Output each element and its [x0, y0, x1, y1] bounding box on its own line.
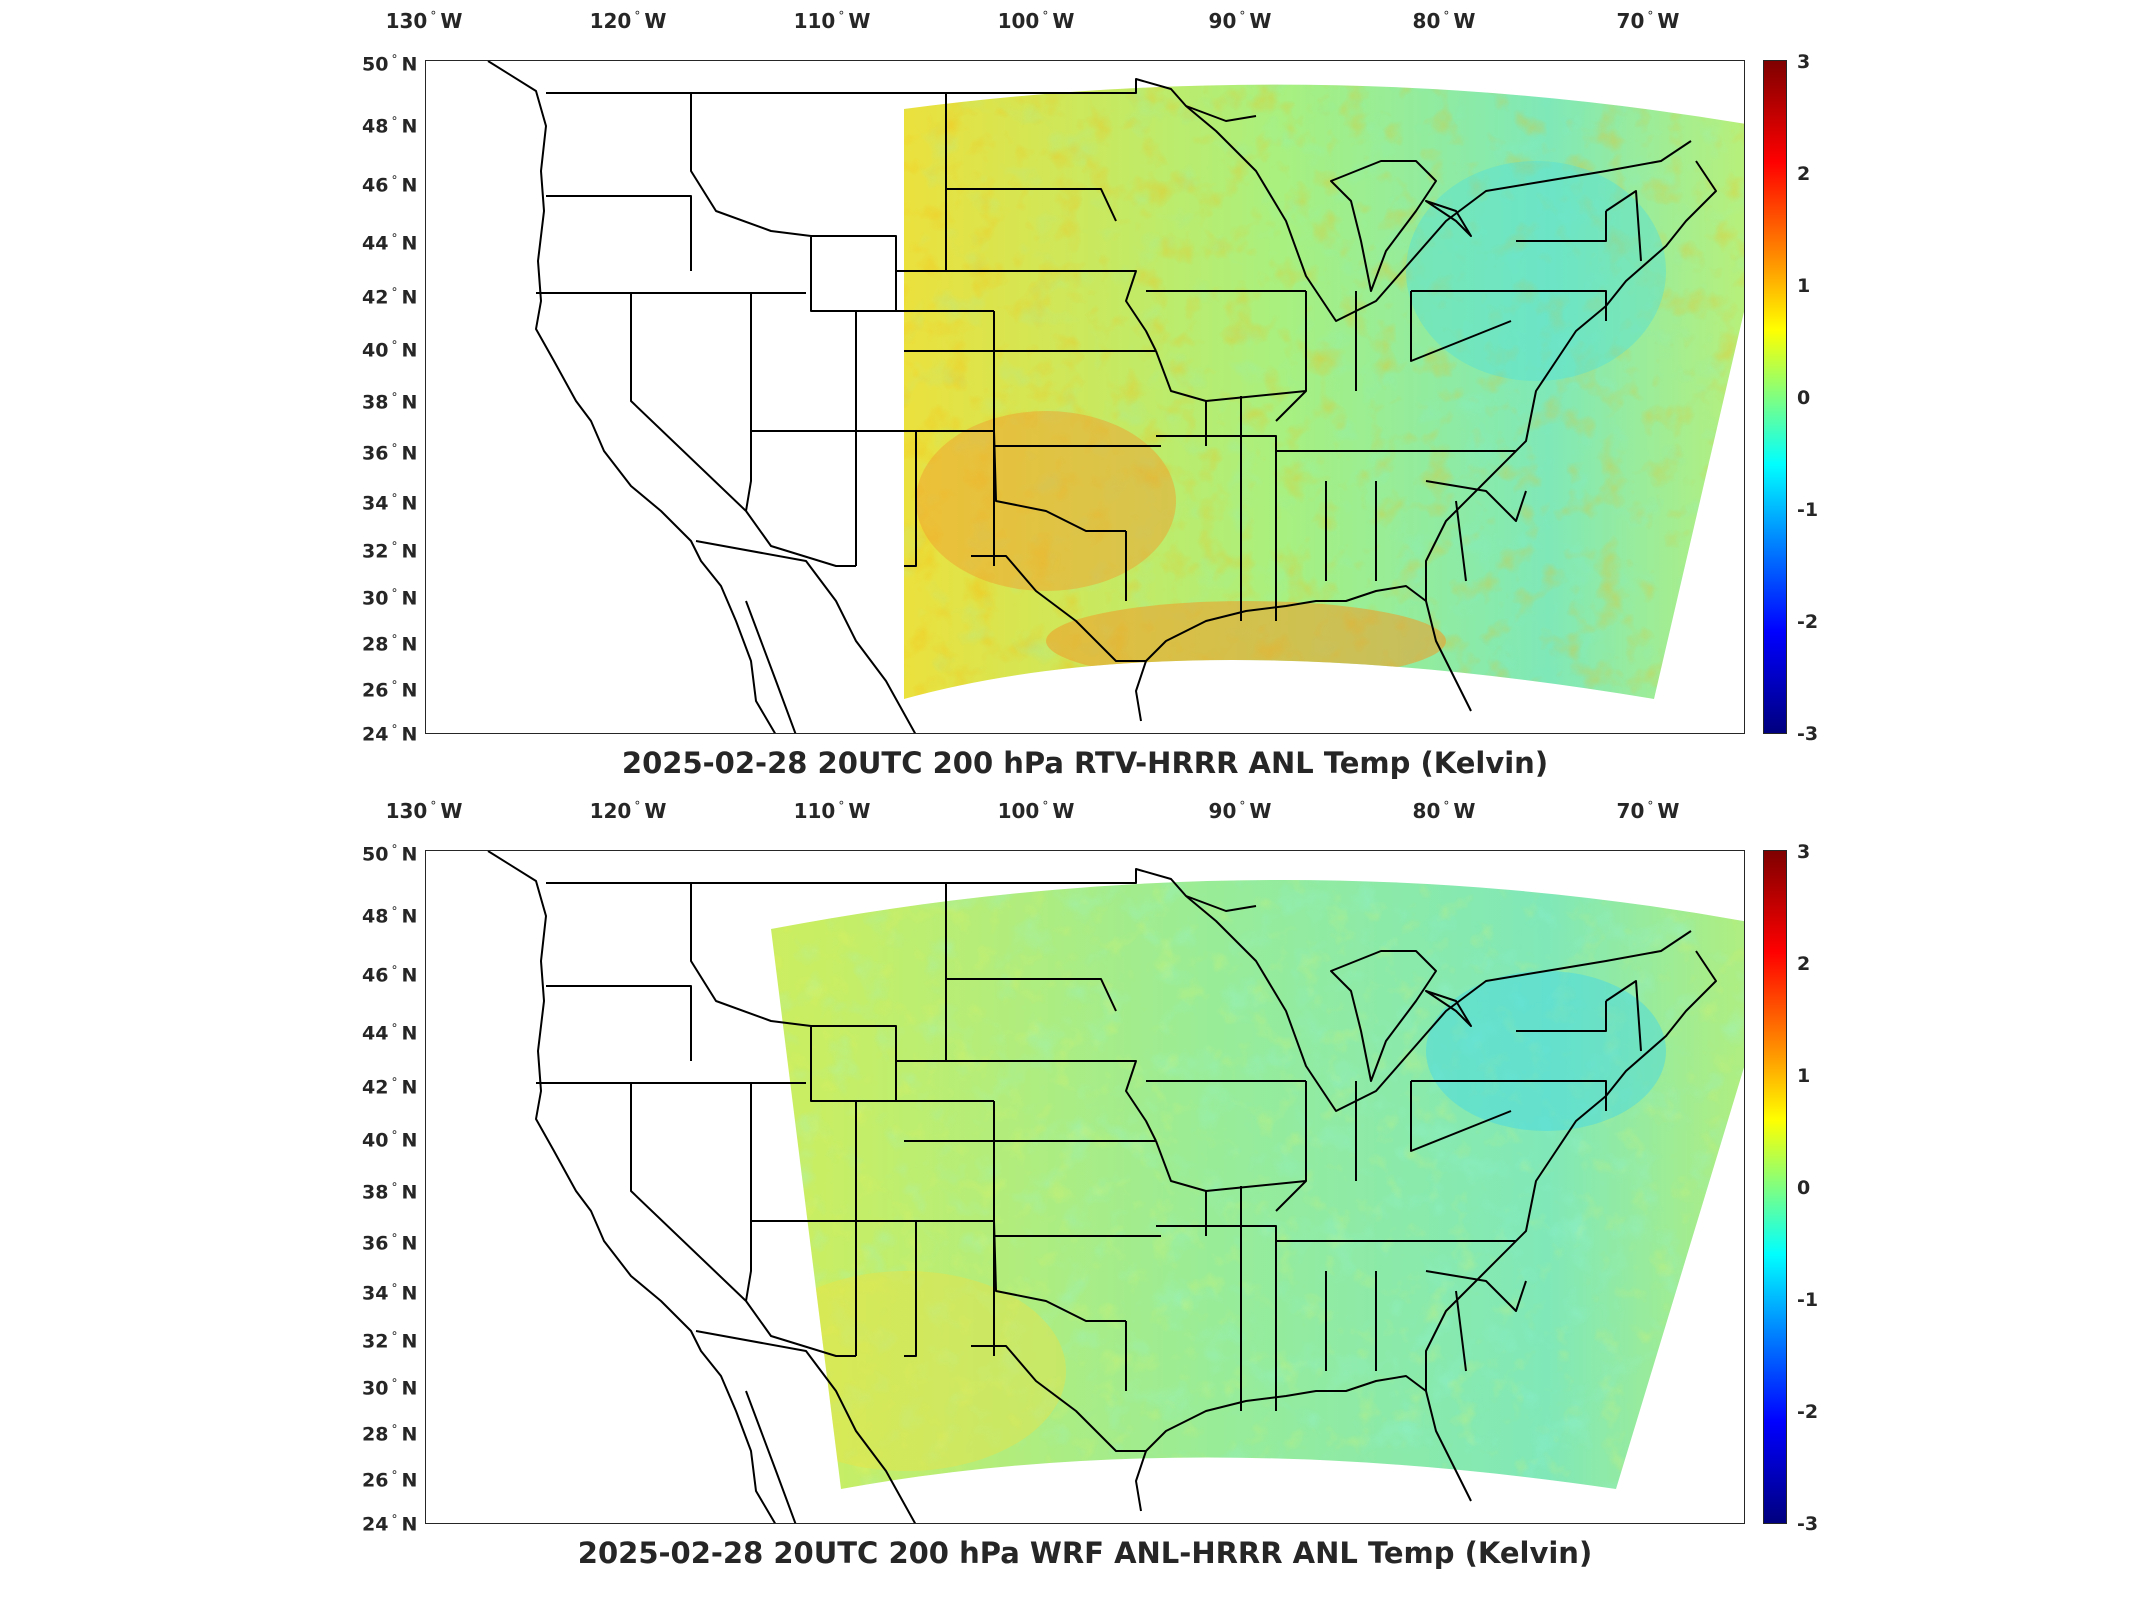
lat-label: 44 ° N: [362, 231, 418, 255]
colorbar: [1763, 60, 1787, 734]
lat-label: 32 ° N: [362, 539, 418, 563]
colorbar-tick: -1: [1797, 499, 1819, 521]
map-plot-area: [425, 60, 1745, 734]
colorbar-tick: 0: [1797, 387, 1811, 409]
map-panel-wrf: 130 ° W 120 ° W 110 ° W 100 ° W 90 ° W 80 ° W 70 ° W 5…: [0, 790, 2133, 1580]
lon-label: 130 ° W: [385, 799, 463, 823]
lat-label: 34 ° N: [362, 1281, 418, 1305]
temperature-field: [904, 84, 1744, 700]
map-plot-area: [425, 850, 1745, 1524]
map-title: 2025-02-28 20UTC 200 hPa WRF ANL-HRRR AN…: [577, 1536, 1593, 1570]
colorbar-tick: -1: [1797, 1289, 1819, 1311]
lat-label: 26 ° N: [362, 1468, 418, 1492]
lon-label: 110 ° W: [793, 799, 871, 823]
lat-label: 40 ° N: [362, 1128, 418, 1152]
lat-label: 30 ° N: [362, 586, 418, 610]
map-svg: [487, 61, 1744, 733]
lon-label: 130 ° W: [385, 9, 463, 33]
coastline-and-borders: [487, 851, 1717, 1523]
lat-label: 46 ° N: [362, 963, 418, 987]
lon-label: 90 ° W: [1208, 9, 1272, 33]
lon-label: 80 ° W: [1412, 9, 1476, 33]
lon-label: 70 ° W: [1616, 799, 1680, 823]
lat-label: 28 ° N: [362, 1422, 418, 1446]
colorbar-tick: -3: [1797, 723, 1819, 745]
colorbar-tick: -3: [1797, 1513, 1819, 1535]
lat-label: 30 ° N: [362, 1376, 418, 1400]
lon-label: 120 ° W: [589, 799, 667, 823]
lat-label: 38 ° N: [362, 390, 418, 414]
colorbar-tick: 3: [1797, 841, 1811, 863]
lat-label: 32 ° N: [362, 1329, 418, 1353]
lat-label: 50 ° N: [362, 842, 418, 866]
lat-label: 26 ° N: [362, 678, 418, 702]
map-svg: [487, 851, 1744, 1523]
lon-label: 110 ° W: [793, 9, 871, 33]
lat-label: 24 ° N: [362, 1512, 418, 1536]
colorbar-tick: -2: [1797, 611, 1819, 633]
lon-label: 120 ° W: [589, 9, 667, 33]
lon-label: 100 ° W: [997, 799, 1075, 823]
lat-label: 34 ° N: [362, 491, 418, 515]
lon-label: 70 ° W: [1616, 9, 1680, 33]
lat-label: 28 ° N: [362, 632, 418, 656]
lon-label: 90 ° W: [1208, 799, 1272, 823]
lat-label: 36 ° N: [362, 441, 418, 465]
colorbar-tick: 3: [1797, 51, 1811, 73]
lat-label: 42 ° N: [362, 285, 418, 309]
colorbar-tick: 2: [1797, 953, 1811, 975]
lat-label: 40 ° N: [362, 338, 418, 362]
colorbar-tick: 1: [1797, 275, 1811, 297]
colorbar-tick: 1: [1797, 1065, 1811, 1087]
lat-label: 36 ° N: [362, 1231, 418, 1255]
lat-label: 48 ° N: [362, 904, 418, 928]
lat-label: 24 ° N: [362, 722, 418, 746]
lat-label: 50 ° N: [362, 52, 418, 76]
colorbar-tick: 0: [1797, 1177, 1811, 1199]
lat-label: 44 ° N: [362, 1021, 418, 1045]
temperature-field: [771, 880, 1744, 1489]
map-title: 2025-02-28 20UTC 200 hPa RTV-HRRR ANL Te…: [621, 746, 1549, 780]
lat-label: 38 ° N: [362, 1180, 418, 1204]
lat-label: 42 ° N: [362, 1075, 418, 1099]
colorbar-tick: -2: [1797, 1401, 1819, 1423]
lon-label: 80 ° W: [1412, 799, 1476, 823]
colorbar: [1763, 850, 1787, 1524]
lat-label: 48 ° N: [362, 114, 418, 138]
lat-label: 46 ° N: [362, 173, 418, 197]
lon-label: 100 ° W: [997, 9, 1075, 33]
colorbar-tick: 2: [1797, 163, 1811, 185]
map-panel-rtv: 130 ° W 120 ° W 110 ° W 100 ° W 90 ° W 80 ° W 70 ° W 5…: [0, 0, 2133, 790]
coastline-and-borders: [487, 61, 1717, 733]
